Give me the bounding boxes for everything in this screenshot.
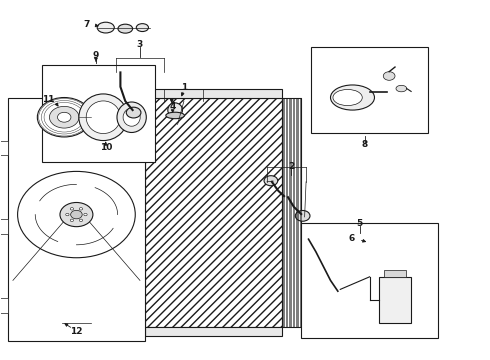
- Ellipse shape: [331, 85, 374, 110]
- Circle shape: [383, 72, 395, 80]
- Ellipse shape: [79, 94, 128, 140]
- Circle shape: [295, 211, 310, 221]
- Text: 9: 9: [93, 51, 99, 60]
- Text: 3: 3: [137, 40, 143, 49]
- Text: 10: 10: [99, 143, 112, 152]
- Circle shape: [70, 219, 74, 221]
- Ellipse shape: [97, 22, 114, 33]
- Text: 6: 6: [348, 234, 355, 243]
- Bar: [379, 277, 411, 323]
- Text: 11: 11: [42, 95, 54, 104]
- Bar: [8, 98, 145, 341]
- Text: 1: 1: [181, 83, 187, 92]
- Ellipse shape: [118, 24, 133, 33]
- Circle shape: [60, 202, 93, 227]
- Text: 4: 4: [170, 102, 176, 111]
- Bar: [145, 327, 282, 336]
- Ellipse shape: [117, 102, 147, 132]
- Bar: [0, 140, 8, 155]
- Bar: [282, 98, 301, 327]
- Bar: [311, 47, 428, 134]
- Bar: [0, 298, 8, 313]
- Ellipse shape: [166, 112, 184, 119]
- Text: 7: 7: [83, 19, 89, 28]
- Circle shape: [79, 208, 83, 210]
- Bar: [145, 89, 282, 98]
- Circle shape: [49, 107, 79, 128]
- Ellipse shape: [136, 24, 148, 32]
- Ellipse shape: [123, 108, 140, 126]
- Text: 2: 2: [288, 162, 294, 171]
- Circle shape: [79, 219, 83, 221]
- Ellipse shape: [333, 89, 362, 105]
- Circle shape: [18, 171, 135, 258]
- Text: 5: 5: [357, 219, 363, 228]
- Circle shape: [70, 208, 74, 210]
- Circle shape: [37, 98, 91, 137]
- Bar: [145, 98, 282, 327]
- Bar: [0, 220, 8, 234]
- Circle shape: [57, 112, 71, 122]
- Text: 12: 12: [70, 327, 83, 336]
- Bar: [384, 270, 406, 277]
- Ellipse shape: [168, 103, 182, 117]
- Bar: [301, 223, 438, 338]
- Circle shape: [264, 176, 278, 186]
- Circle shape: [84, 213, 87, 216]
- Bar: [42, 65, 155, 162]
- Ellipse shape: [86, 101, 121, 134]
- Ellipse shape: [396, 85, 407, 92]
- Text: 8: 8: [362, 140, 368, 149]
- Circle shape: [71, 210, 82, 219]
- Circle shape: [126, 107, 141, 118]
- Circle shape: [66, 213, 69, 216]
